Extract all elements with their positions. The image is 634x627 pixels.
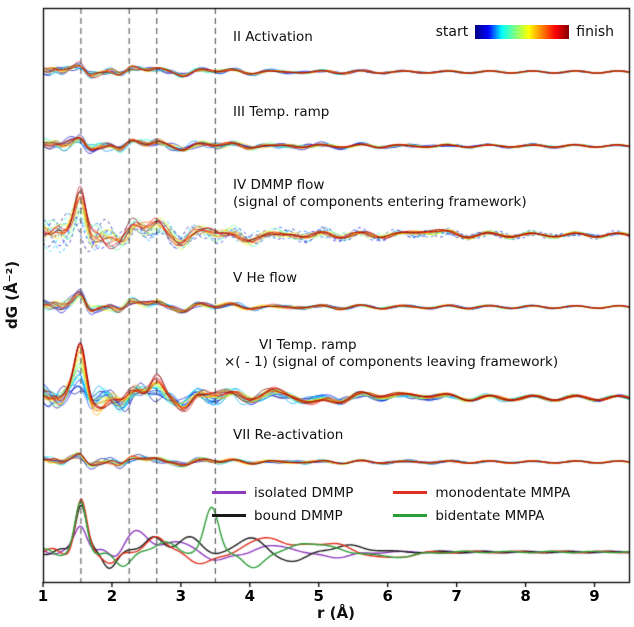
legend-item: monodentate MMPA: [393, 481, 570, 504]
x-tick-label: 8: [520, 587, 531, 605]
legend: isolated DMMP bound DMMP monodentate MMPA b…: [212, 481, 570, 527]
legend-label: monodentate MMPA: [435, 484, 571, 501]
x-tick-label: 4: [244, 587, 256, 605]
legend-label: bidentate MMPA: [435, 507, 545, 524]
anno-stage-v: V He flow: [233, 270, 298, 286]
colorbar-gradient: [475, 25, 570, 39]
legend-label: bound DMMP: [254, 507, 343, 524]
legend-item: bidentate MMPA: [393, 504, 570, 527]
colorbar: start finish: [436, 24, 614, 40]
x-tick-label: 9: [589, 587, 600, 605]
anno-stage-iii: III Temp. ramp: [233, 104, 330, 120]
anno-stage-vi-note: ×( - 1) (signal of components leaving fr…: [224, 354, 559, 370]
y-axis-label: dG (Å⁻²): [3, 260, 21, 330]
x-tick-label: 1: [37, 587, 49, 605]
legend-item: bound DMMP: [212, 504, 353, 527]
x-tick-label: 3: [175, 587, 187, 605]
x-axis-label: r (Å): [317, 604, 355, 622]
anno-stage-iv: IV DMMP flow (signal of components enter…: [233, 177, 527, 210]
legend-swatch: [393, 491, 428, 494]
anno-stage-vi: VI Temp. ramp: [259, 337, 357, 353]
legend-item: isolated DMMP: [212, 481, 353, 504]
x-tick-label: 2: [106, 587, 118, 605]
anno-stage-vii: VII Re-activation: [233, 427, 344, 443]
x-tick-label: 5: [313, 587, 324, 605]
colorbar-finish-label: finish: [576, 24, 614, 40]
legend-label: isolated DMMP: [254, 484, 354, 501]
anno-stage-ii: II Activation: [233, 29, 313, 45]
legend-swatch: [212, 514, 246, 517]
legend-swatch: [212, 491, 246, 494]
colorbar-start-label: start: [435, 24, 469, 40]
x-tick-label: 7: [451, 587, 462, 605]
x-tick-label: 6: [382, 587, 393, 605]
legend-swatch: [393, 514, 428, 517]
